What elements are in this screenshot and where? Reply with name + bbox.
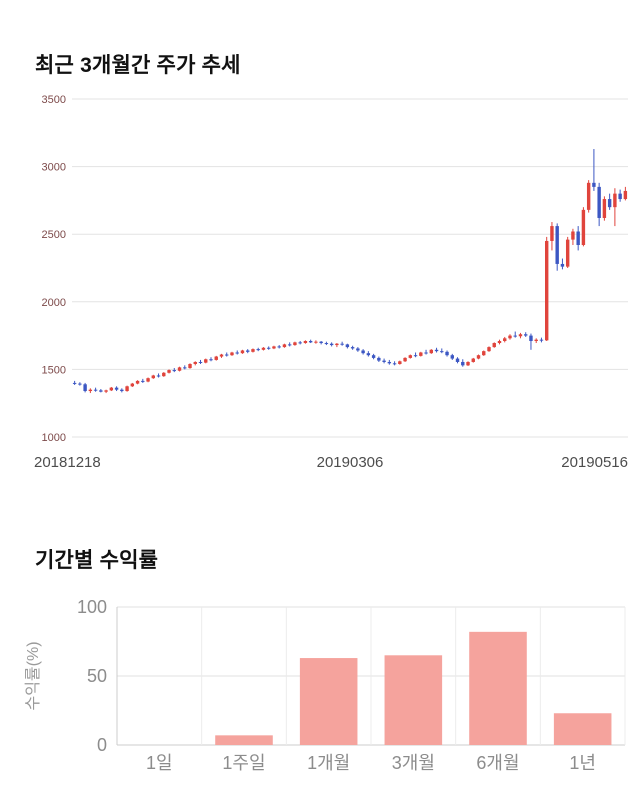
svg-text:0: 0 xyxy=(97,735,107,755)
svg-text:50: 50 xyxy=(87,666,107,686)
svg-text:6개월: 6개월 xyxy=(476,753,519,773)
svg-text:수익률(%): 수익률(%) xyxy=(24,641,42,710)
svg-text:20181218: 20181218 xyxy=(34,454,101,471)
svg-text:1000: 1000 xyxy=(42,432,66,444)
svg-text:20190516: 20190516 xyxy=(561,454,628,471)
svg-text:3000: 3000 xyxy=(42,162,66,174)
svg-text:1년: 1년 xyxy=(569,753,596,773)
svg-text:1개월: 1개월 xyxy=(307,753,350,773)
svg-text:1주일: 1주일 xyxy=(222,753,265,773)
svg-text:1일: 1일 xyxy=(146,753,173,773)
svg-text:100: 100 xyxy=(77,597,107,617)
period-return-bar-chart: 0 50 100 수익률(%) 1일 1주일 1개월 3개월 6개월 1년 xyxy=(20,585,632,800)
period-return-bar-svg: 0 50 100 수익률(%) 1일 1주일 1개월 3개월 6개월 1년 xyxy=(24,597,626,773)
price-candlestick-svg: 3500 3000 2500 2000 1500 1000 20181218 20190306… xyxy=(34,94,628,471)
svg-text:20190306: 20190306 xyxy=(317,454,384,471)
svg-text:2000: 2000 xyxy=(42,297,66,309)
price-chart-title: 최근 3개월간 주가 추세 xyxy=(35,54,241,78)
svg-text:3개월: 3개월 xyxy=(392,753,435,773)
svg-text:1500: 1500 xyxy=(42,364,66,376)
return-chart-title: 기간별 수익률 xyxy=(35,549,159,573)
price-candlestick-chart: 3500 3000 2500 2000 1500 1000 20181218 20190306… xyxy=(30,82,632,482)
svg-text:2500: 2500 xyxy=(42,229,66,241)
svg-text:3500: 3500 xyxy=(42,94,66,106)
